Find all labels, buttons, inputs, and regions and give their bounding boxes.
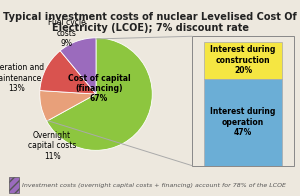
Bar <box>204 42 282 79</box>
Wedge shape <box>60 38 96 94</box>
Bar <box>204 79 282 166</box>
Text: Cost of capital
(financing)
67%: Cost of capital (financing) 67% <box>68 74 130 103</box>
Text: Interest during
operation
47%: Interest during operation 47% <box>210 107 276 137</box>
Text: Operation and
maintenance
13%: Operation and maintenance 13% <box>0 64 44 93</box>
Wedge shape <box>40 91 96 121</box>
Wedge shape <box>40 51 96 94</box>
Text: Interest during
construction
20%: Interest during construction 20% <box>210 45 276 75</box>
Wedge shape <box>47 38 152 150</box>
Text: Overnight
capital costs
11%: Overnight capital costs 11% <box>28 131 76 161</box>
Text: Investment costs (overnight capital costs + financing) account for 78% of the LC: Investment costs (overnight capital cost… <box>22 183 286 188</box>
Bar <box>9 177 19 193</box>
Text: Typical investment costs of nuclear Levelised Cost Of
Electricity (LCOE); 7% dis: Typical investment costs of nuclear Leve… <box>3 12 297 33</box>
Text: Fuel cycle
costs
9%: Fuel cycle costs 9% <box>48 18 86 48</box>
